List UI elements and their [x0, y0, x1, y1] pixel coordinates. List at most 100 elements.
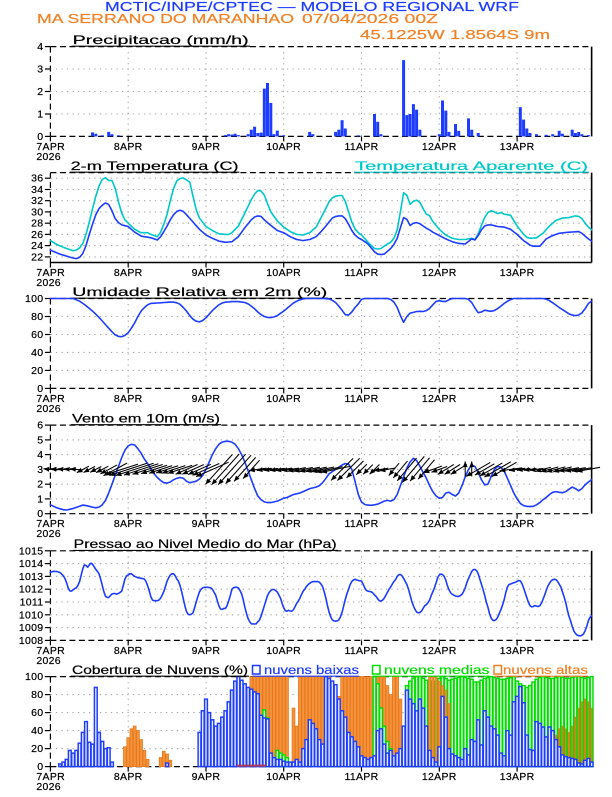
svg-text:5: 5: [37, 434, 43, 446]
svg-text:13APR: 13APR: [500, 518, 535, 530]
svg-text:7APR: 7APR: [36, 393, 65, 405]
svg-text:Temperatura Aparente (C): Temperatura Aparente (C): [355, 159, 588, 173]
svg-text:9APR: 9APR: [192, 267, 221, 279]
svg-text:2026: 2026: [36, 277, 61, 289]
svg-text:MCTIC/INPE/CPTEC — MODELO REGI: MCTIC/INPE/CPTEC — MODELO REGIONAL WRF: [105, 0, 519, 14]
svg-text:11APR: 11APR: [345, 141, 379, 153]
svg-text:2026: 2026: [36, 403, 61, 415]
svg-text:1014: 1014: [19, 558, 44, 570]
svg-text:nuvens medias: nuvens medias: [384, 665, 490, 677]
svg-text:13APR: 13APR: [500, 771, 535, 783]
svg-text:12APR: 12APR: [422, 518, 457, 530]
svg-text:11APR: 11APR: [345, 645, 379, 657]
svg-text:8APR: 8APR: [114, 393, 143, 405]
svg-text:8APR: 8APR: [114, 141, 143, 153]
svg-text:26: 26: [31, 229, 43, 241]
svg-text:34: 34: [31, 184, 43, 196]
svg-text:10APR: 10APR: [266, 518, 301, 530]
svg-text:10APR: 10APR: [266, 141, 301, 153]
svg-text:7APR: 7APR: [36, 771, 65, 783]
svg-text:6: 6: [37, 420, 43, 432]
svg-text:22: 22: [31, 251, 43, 263]
svg-text:12APR: 12APR: [422, 645, 457, 657]
svg-text:Pressao ao Nivel Medio do Mar: Pressao ao Nivel Medio do Mar (hPa): [74, 537, 337, 551]
svg-text:9APR: 9APR: [192, 393, 221, 405]
svg-text:1011: 1011: [20, 597, 44, 609]
svg-text:nuvens altas: nuvens altas: [503, 665, 588, 677]
svg-text:4: 4: [37, 449, 43, 461]
svg-text:80: 80: [31, 689, 43, 701]
svg-text:2026: 2026: [36, 781, 61, 792]
svg-text:4: 4: [37, 41, 43, 53]
svg-text:7APR: 7APR: [36, 267, 65, 279]
svg-text:30: 30: [31, 206, 43, 218]
svg-text:0: 0: [37, 508, 43, 520]
svg-text:10APR: 10APR: [266, 645, 301, 657]
svg-text:10APR: 10APR: [266, 267, 301, 279]
svg-text:9APR: 9APR: [192, 771, 221, 783]
svg-text:1: 1: [37, 493, 43, 505]
svg-text:60: 60: [31, 707, 43, 719]
svg-text:11APR: 11APR: [345, 771, 379, 783]
svg-text:20: 20: [31, 743, 43, 755]
svg-text:1012: 1012: [19, 584, 44, 596]
svg-text:13APR: 13APR: [500, 141, 535, 153]
svg-text:9APR: 9APR: [192, 518, 221, 530]
svg-text:12APR: 12APR: [422, 771, 457, 783]
svg-text:8APR: 8APR: [114, 645, 143, 657]
svg-text:Precipitacao (mm/h): Precipitacao (mm/h): [73, 33, 249, 47]
svg-text:2026: 2026: [36, 655, 61, 667]
svg-text:80: 80: [31, 311, 43, 323]
svg-text:45.1225W 1.8564S 9m: 45.1225W 1.8564S 9m: [360, 28, 550, 42]
svg-text:13APR: 13APR: [500, 267, 535, 279]
svg-text:32: 32: [31, 195, 43, 207]
svg-text:100: 100: [25, 293, 43, 305]
svg-text:1: 1: [37, 109, 43, 121]
svg-text:60: 60: [31, 329, 43, 341]
svg-text:13APR: 13APR: [500, 393, 535, 405]
svg-text:07/04/2026 00Z: 07/04/2026 00Z: [302, 12, 439, 26]
svg-text:12APR: 12APR: [422, 393, 457, 405]
svg-text:20: 20: [31, 365, 43, 377]
svg-text:nuvens baixas: nuvens baixas: [264, 665, 359, 677]
svg-text:12APR: 12APR: [422, 141, 457, 153]
svg-text:3: 3: [37, 64, 43, 76]
svg-text:0: 0: [37, 131, 43, 143]
svg-text:2: 2: [37, 86, 43, 98]
svg-text:24: 24: [31, 240, 43, 252]
svg-text:10APR: 10APR: [266, 771, 301, 783]
svg-text:28: 28: [31, 218, 43, 230]
svg-text:12APR: 12APR: [422, 267, 457, 279]
svg-text:11APR: 11APR: [345, 267, 379, 279]
svg-text:11APR: 11APR: [345, 518, 379, 530]
svg-text:13APR: 13APR: [500, 645, 535, 657]
svg-text:9APR: 9APR: [192, 645, 221, 657]
svg-text:36: 36: [31, 173, 43, 185]
svg-text:100: 100: [25, 671, 43, 683]
svg-text:3: 3: [37, 464, 43, 476]
svg-text:1013: 1013: [19, 571, 44, 583]
svg-text:11APR: 11APR: [345, 393, 379, 405]
svg-text:8APR: 8APR: [114, 518, 143, 530]
svg-text:Cobertura de Nuvens (%): Cobertura de Nuvens (%): [72, 663, 248, 677]
svg-text:Vento em 10m (m/s): Vento em 10m (m/s): [72, 412, 220, 426]
svg-text:0: 0: [37, 761, 43, 773]
svg-text:1015: 1015: [19, 545, 44, 557]
svg-text:1010: 1010: [19, 609, 44, 621]
svg-text:2: 2: [37, 479, 43, 491]
svg-text:7APR: 7APR: [36, 518, 65, 530]
svg-text:MA SERRANO DO MARANHAO: MA SERRANO DO MARANHAO: [37, 12, 294, 26]
svg-text:1009: 1009: [19, 622, 44, 634]
svg-text:2-m Temperatura (C): 2-m Temperatura (C): [71, 159, 239, 173]
svg-text:8APR: 8APR: [114, 267, 143, 279]
svg-text:Umidade Relativa em 2m (%): Umidade Relativa em 2m (%): [72, 285, 327, 299]
svg-text:9APR: 9APR: [192, 141, 221, 153]
svg-text:1008: 1008: [19, 635, 44, 647]
svg-text:0: 0: [37, 383, 43, 395]
svg-text:8APR: 8APR: [114, 771, 143, 783]
svg-text:10APR: 10APR: [266, 393, 301, 405]
svg-text:2026: 2026: [36, 151, 61, 163]
svg-text:7APR: 7APR: [36, 645, 65, 657]
svg-text:7APR: 7APR: [36, 141, 65, 153]
svg-text:40: 40: [31, 725, 43, 737]
